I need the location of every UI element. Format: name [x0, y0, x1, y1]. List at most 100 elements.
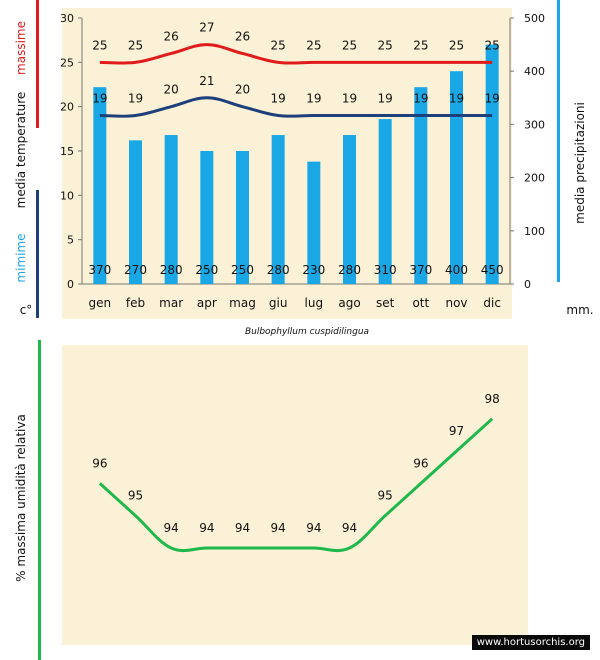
precipitation-data-label: 280 [338, 263, 361, 277]
min-temperature-label: 19 [271, 92, 286, 106]
left-tick-label: 5 [67, 234, 74, 247]
x-tick-label: gen [89, 296, 112, 310]
min-temperature-label: 19 [92, 92, 107, 106]
precipitation-bar [93, 87, 107, 284]
precipitation-bar [271, 135, 285, 284]
humidity-data-label: 95 [378, 489, 393, 503]
precipitation-data-label: 450 [481, 263, 504, 277]
min-temperature-label: 21 [199, 74, 214, 88]
right-tick-label: 300 [524, 118, 545, 131]
min-temperature-label: 19 [449, 92, 464, 106]
humidity-line [98, 417, 494, 553]
right-tick-label: 100 [524, 225, 545, 238]
x-tick-label: nov [445, 296, 467, 310]
precipitation-bar [343, 135, 356, 284]
left-tick-label: 20 [60, 101, 74, 114]
right-tick-label: 0 [524, 278, 531, 291]
humidity-axis-label: % massima umidità relativa [14, 414, 28, 582]
max-temperature-label: 25 [485, 38, 500, 52]
min-temperature-label: 19 [413, 92, 428, 106]
precipitation-bar [414, 87, 428, 284]
max-temperature-label: 26 [235, 29, 250, 43]
precipitation-data-label: 250 [195, 263, 218, 277]
precipitation-legend-bar [557, 0, 560, 282]
precipitation-bar [450, 71, 463, 284]
humidity-data-label: 98 [485, 392, 500, 406]
right-tick-label: 400 [524, 65, 545, 78]
precipitation-bar [164, 135, 178, 284]
max-temperature-label: 25 [271, 38, 286, 52]
humidity-data-label: 94 [199, 521, 214, 535]
humidity-data-label: 95 [128, 489, 143, 503]
min-temperature-label: 19 [485, 92, 500, 106]
right-tick-label: 200 [524, 172, 545, 185]
temperature-axis-label: media temperature [14, 92, 28, 209]
precipitation-bar [307, 161, 321, 284]
watermark: www.hortusorchis.org [471, 635, 590, 650]
x-tick-label: lug [305, 296, 324, 310]
x-tick-label: dic [483, 296, 501, 310]
max-legend-bar [36, 0, 39, 128]
humidity-data-label: 94 [271, 521, 286, 535]
min-temperature-line [99, 96, 493, 118]
x-tick-label: apr [197, 296, 217, 310]
right-unit-label: mm. [566, 303, 593, 317]
humidity-data-label: 94 [342, 521, 357, 535]
species-caption: Bulbophyllum cuspidilingua [245, 327, 369, 337]
right-tick-label: 500 [524, 12, 545, 25]
bottom-plot-background [62, 345, 528, 645]
max-temperature-label: 27 [199, 21, 214, 35]
precipitation-data-label: 230 [302, 263, 325, 277]
min-temperature-label: 20 [235, 83, 250, 97]
left-tick-label: 10 [60, 189, 74, 202]
x-tick-label: feb [126, 296, 145, 310]
x-tick-label: mag [229, 296, 256, 310]
precipitation-bar [485, 44, 499, 284]
humidity-data-label: 96 [92, 456, 107, 470]
max-axis-label: massime [14, 21, 28, 75]
precipitation-data-label: 270 [124, 263, 147, 277]
humidity-data-label: 94 [235, 521, 250, 535]
left-unit-label: c° [20, 303, 33, 317]
humidity-data-label: 96 [413, 456, 428, 470]
max-temperature-label: 25 [378, 38, 393, 52]
max-temperature-label: 25 [342, 38, 357, 52]
precipitation-data-label: 370 [88, 263, 111, 277]
min-temperature-label: 19 [342, 92, 357, 106]
humidity-data-label: 97 [449, 424, 464, 438]
min-axis-label: mimime [14, 233, 28, 282]
precipitation-bar [378, 119, 392, 284]
x-tick-label: set [376, 296, 395, 310]
humidity-legend-bar [38, 340, 41, 660]
humidity-data-label: 94 [164, 521, 179, 535]
x-tick-label: mar [159, 296, 183, 310]
x-tick-label: ago [338, 296, 360, 310]
precipitation-data-label: 280 [160, 263, 183, 277]
humidity-chart: 96 95 94 94 94 94 94 94 95 96 97 98 % massima umidit… [14, 340, 500, 660]
left-tick-label: 15 [60, 145, 74, 158]
precipitation-data-label: 310 [374, 263, 397, 277]
left-tick-label: 25 [60, 56, 74, 69]
max-temperature-label: 25 [449, 38, 464, 52]
left-tick-label: 30 [60, 12, 74, 25]
min-temperature-label: 19 [306, 92, 321, 106]
max-temperature-label: 25 [92, 38, 107, 52]
x-tick-label: ott [412, 296, 429, 310]
max-temperature-line [99, 43, 493, 65]
humidity-data-label: 94 [306, 521, 321, 535]
precipitation-bar [129, 140, 142, 284]
precipitation-bar [200, 151, 214, 284]
precipitation-axis-label: media precipitazioni [573, 102, 587, 224]
max-temperature-label: 25 [306, 38, 321, 52]
left-tick-label: 0 [67, 278, 74, 291]
max-temperature-label: 25 [413, 38, 428, 52]
x-tick-label: giu [269, 296, 288, 310]
precipitation-data-label: 250 [231, 263, 254, 277]
precipitation-bar [236, 151, 249, 284]
max-temperature-label: 26 [164, 29, 179, 43]
precipitation-data-label: 370 [409, 263, 432, 277]
min-temperature-label: 20 [164, 83, 179, 97]
min-legend-bar [36, 190, 39, 318]
